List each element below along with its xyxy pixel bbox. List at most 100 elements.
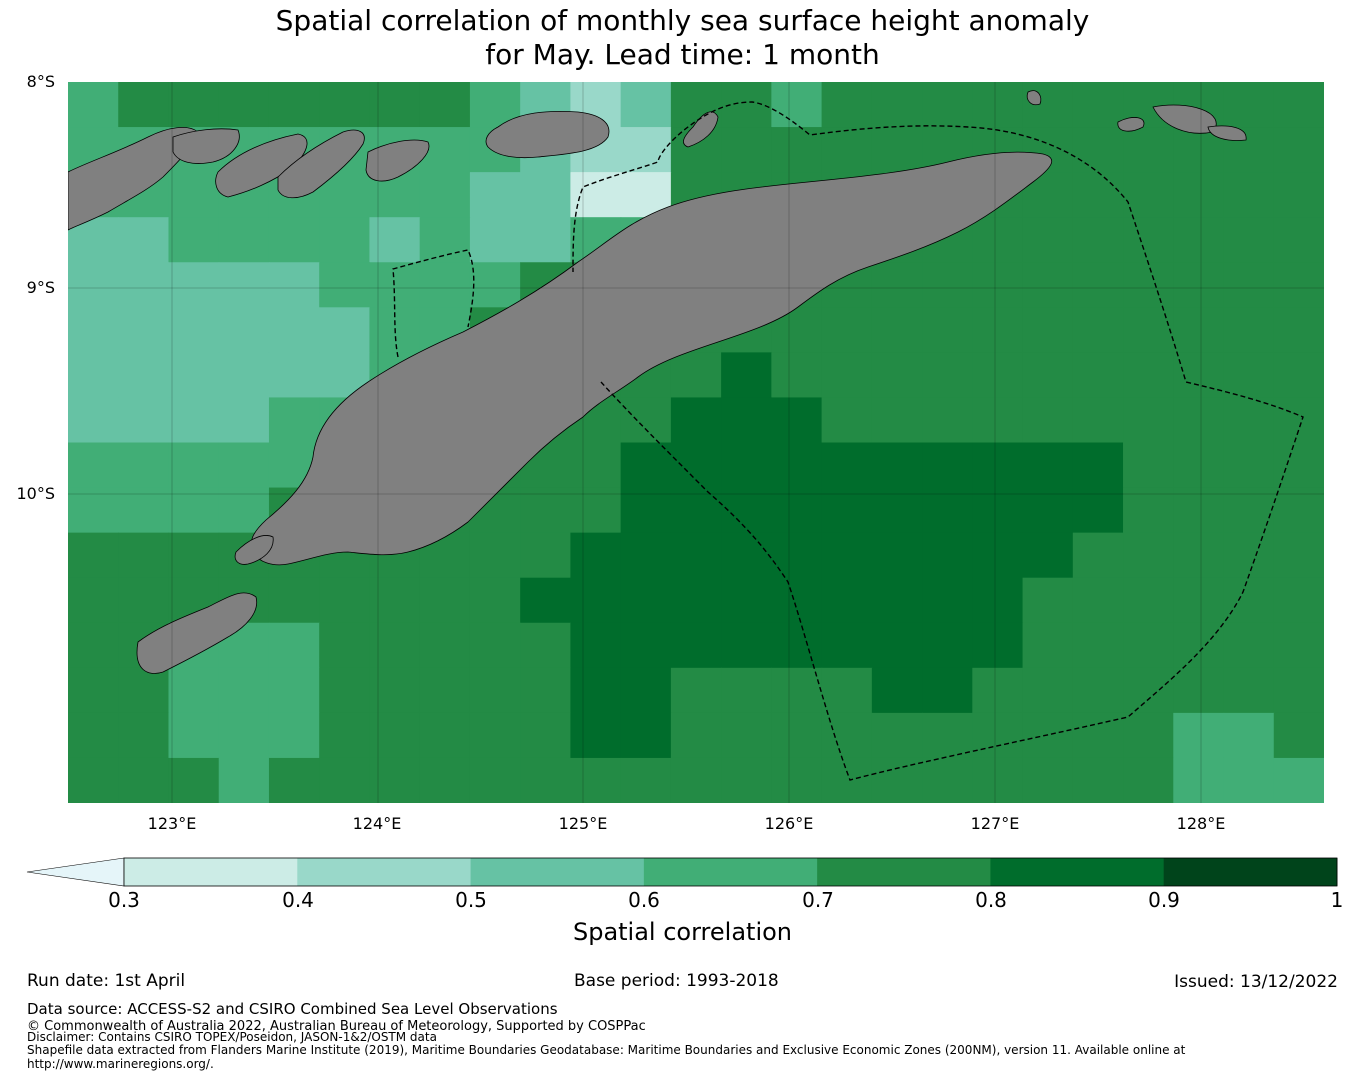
heatmap-cell <box>1273 487 1324 534</box>
heatmap-cell <box>570 442 622 489</box>
heatmap-cell <box>922 712 973 759</box>
heatmap-cell <box>68 712 119 759</box>
heatmap-cell <box>369 577 421 624</box>
heatmap-cell <box>1273 397 1324 444</box>
lon-label-126e: 126°E <box>764 814 814 833</box>
heatmap-cell <box>118 712 170 759</box>
heatmap-cell <box>721 397 772 444</box>
heatmap-cell <box>369 712 421 759</box>
heatmap-cell <box>1173 532 1225 579</box>
heatmap-cell <box>419 622 471 669</box>
heatmap-cell <box>821 127 873 173</box>
roti-island <box>136 592 258 674</box>
heatmap-cell <box>469 757 521 803</box>
heatmap-cell <box>1022 577 1074 624</box>
heatmap-cell <box>520 577 571 624</box>
disclaimer: Disclaimer: Contains CSIRO TOPEX/Poseido… <box>27 1030 437 1044</box>
heatmap-cell <box>771 82 823 128</box>
colorbar-tick-0-9: 0.9 <box>1148 888 1180 912</box>
heatmap-cell <box>972 442 1024 489</box>
heatmap-cell <box>821 397 873 444</box>
heatmap-cell <box>1173 667 1225 714</box>
heatmap-cell <box>972 217 1024 263</box>
heatmap-cell <box>1223 532 1275 579</box>
heatmap-cell <box>68 397 119 444</box>
heatmap-cell <box>319 262 371 308</box>
heatmap-cell <box>922 667 973 714</box>
heatmap-cell <box>419 712 471 759</box>
heatmap-cell <box>168 667 220 714</box>
colorbar-tick-0-3: 0.3 <box>108 888 140 912</box>
heatmap-cell <box>1123 577 1174 624</box>
heatmap-cell <box>1223 712 1275 759</box>
heatmap-cell <box>520 172 571 218</box>
heatmap-cell <box>721 442 772 489</box>
heatmap-cell <box>68 577 119 624</box>
heatmap-cell <box>319 307 371 353</box>
heatmap-cell <box>821 487 873 534</box>
heatmap-cell <box>1273 262 1324 308</box>
heatmap-cell <box>570 577 622 624</box>
heatmap-cells <box>68 82 1324 803</box>
heatmap-cell <box>570 532 622 579</box>
colorbar-tick-0-8: 0.8 <box>975 888 1007 912</box>
heatmap-cell <box>1223 577 1275 624</box>
heatmap-cell <box>218 352 270 399</box>
heatmap-cell <box>1072 667 1124 714</box>
heatmap-cell <box>1022 487 1074 534</box>
heatmap-cell <box>1173 442 1225 489</box>
heatmap-cell <box>1273 577 1324 624</box>
alor-island <box>485 110 610 159</box>
heatmap-cell <box>520 712 571 759</box>
colorbar-tick-0-7: 0.7 <box>802 888 834 912</box>
data-source: Data source: ACCESS-S2 and CSIRO Combine… <box>27 1000 558 1018</box>
heatmap-cell <box>1123 217 1174 263</box>
heatmap-cell <box>871 622 923 669</box>
colorbar-swatch <box>297 858 472 886</box>
heatmap-cell <box>871 712 923 759</box>
heatmap-cell <box>469 712 521 759</box>
heatmap-cell <box>369 217 421 263</box>
shapefile-credit: Shapefile data extracted from Flanders M… <box>27 1043 1186 1057</box>
heatmap-cell <box>721 127 772 173</box>
heatmap-cell <box>670 667 722 714</box>
heatmap-cell <box>268 352 320 399</box>
heatmap-cell <box>922 307 973 353</box>
heatmap-cell <box>972 487 1024 534</box>
heatmap-cell <box>419 82 471 128</box>
heatmap-cell <box>670 487 722 534</box>
heatmap-cell <box>1022 262 1074 308</box>
heatmap-cell <box>670 622 722 669</box>
heatmap-cell <box>68 307 119 353</box>
heatmap-cell <box>620 127 672 173</box>
correlation-map <box>68 82 1324 803</box>
heatmap-cell <box>1223 82 1275 128</box>
heatmap-cell <box>1072 217 1124 263</box>
heatmap-cell <box>922 577 973 624</box>
heatmap-cell <box>319 667 371 714</box>
heatmap-cell <box>670 712 722 759</box>
heatmap-cell <box>721 487 772 534</box>
colorbar-tick-1: 1 <box>1330 888 1344 912</box>
heatmap-cell <box>670 757 722 803</box>
heatmap-cell <box>218 397 270 444</box>
heatmap-cell <box>118 442 170 489</box>
heatmap-cell <box>1072 352 1124 399</box>
heatmap-cell <box>1123 487 1174 534</box>
heatmap-cell <box>369 622 421 669</box>
heatmap-cell <box>1072 307 1124 353</box>
heatmap-cell <box>520 622 571 669</box>
heatmap-cell <box>118 397 170 444</box>
heatmap-cell <box>1072 172 1124 218</box>
heatmap-cell <box>1223 172 1275 218</box>
heatmap-cell <box>118 262 170 308</box>
heatmap-cell <box>1072 82 1124 128</box>
heatmap-cell <box>419 172 471 218</box>
heatmap-cell <box>771 442 823 489</box>
heatmap-cell <box>721 757 772 803</box>
heatmap-cell <box>1123 172 1174 218</box>
colorbar-swatch <box>643 858 818 886</box>
heatmap-cell <box>821 577 873 624</box>
heatmap-cell <box>620 757 672 803</box>
copyright: © Commonwealth of Australia 2022, Austra… <box>27 1019 646 1034</box>
